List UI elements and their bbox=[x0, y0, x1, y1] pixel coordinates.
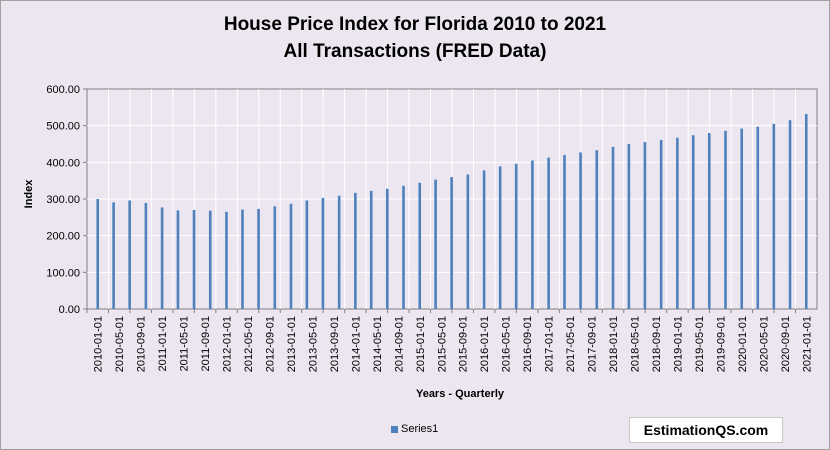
bar bbox=[482, 170, 486, 309]
bar bbox=[96, 199, 100, 309]
bar bbox=[643, 142, 647, 309]
bar bbox=[579, 152, 582, 309]
legend-swatch bbox=[391, 425, 398, 433]
y-tick-label: 200.00 bbox=[46, 231, 80, 243]
x-tick-label: 2017-05-01 bbox=[565, 316, 577, 372]
bar bbox=[514, 163, 518, 309]
x-tick-label: 2013-09-01 bbox=[329, 316, 341, 372]
x-tick-label: 2011-05-01 bbox=[179, 316, 191, 371]
bar bbox=[257, 208, 260, 309]
bar bbox=[337, 195, 341, 309]
bar bbox=[354, 192, 357, 309]
x-tick-label: 2011-09-01 bbox=[200, 316, 212, 371]
bar bbox=[402, 185, 405, 309]
x-tick-label: 2020-01-01 bbox=[737, 316, 749, 372]
x-tick-label: 2019-09-01 bbox=[715, 316, 727, 372]
x-tick-label: 2018-01-01 bbox=[608, 316, 620, 372]
bar bbox=[788, 120, 792, 309]
x-tick-label: 2014-05-01 bbox=[372, 316, 384, 372]
bar bbox=[369, 190, 373, 309]
y-tick-label: 300.00 bbox=[46, 194, 80, 206]
y-tick-label: 600.00 bbox=[46, 84, 80, 96]
bar bbox=[498, 166, 502, 309]
x-tick-label: 2012-01-01 bbox=[222, 316, 234, 372]
bar bbox=[225, 211, 228, 309]
bar bbox=[707, 133, 711, 309]
bar bbox=[128, 200, 131, 309]
bar bbox=[691, 135, 695, 309]
x-tick-label: 2020-05-01 bbox=[758, 316, 770, 372]
y-tick-label: 100.00 bbox=[46, 267, 80, 279]
bar bbox=[144, 203, 148, 309]
x-tick-label: 2018-05-01 bbox=[630, 316, 642, 372]
x-axis-title: Years - Quarterly bbox=[416, 388, 505, 400]
x-tick-label: 2021-01-01 bbox=[801, 316, 813, 372]
chart-title-line1: House Price Index for Florida 2010 to 20… bbox=[223, 14, 607, 35]
x-tick-label: 2010-05-01 bbox=[114, 316, 126, 372]
watermark-label: EstimationQS.com bbox=[629, 417, 783, 443]
x-tick-label: 2016-09-01 bbox=[522, 316, 534, 372]
x-tick-label: 2016-01-01 bbox=[479, 316, 491, 372]
bar bbox=[385, 188, 389, 309]
bar bbox=[547, 157, 550, 309]
legend: Series1 bbox=[391, 423, 438, 435]
x-tick-label: 2013-05-01 bbox=[307, 316, 319, 372]
x-tick-label: 2015-05-01 bbox=[436, 316, 448, 372]
x-tick-label: 2017-01-01 bbox=[544, 316, 556, 372]
bar bbox=[418, 182, 422, 309]
bar bbox=[450, 177, 453, 309]
bar bbox=[321, 197, 325, 309]
bar bbox=[627, 144, 631, 309]
bar bbox=[611, 146, 615, 309]
x-tick-label: 2012-09-01 bbox=[265, 316, 277, 372]
bar bbox=[208, 210, 212, 309]
bar bbox=[466, 174, 470, 309]
x-tick-label: 2011-01-01 bbox=[157, 316, 169, 371]
y-tick-label: 500.00 bbox=[46, 121, 80, 133]
bar bbox=[241, 209, 244, 309]
bar bbox=[740, 128, 744, 309]
chart-subtitle: All Transactions (FRED Data) bbox=[283, 41, 547, 62]
bar bbox=[563, 155, 566, 309]
bar bbox=[176, 210, 180, 309]
y-axis-title: Index bbox=[23, 179, 35, 209]
x-tick-label: 2013-01-01 bbox=[286, 316, 298, 372]
x-tick-label: 2020-09-01 bbox=[780, 316, 792, 372]
y-tick-label: 400.00 bbox=[46, 157, 80, 169]
x-tick-label: 2019-05-01 bbox=[694, 316, 706, 372]
bar bbox=[804, 113, 808, 310]
bar bbox=[676, 137, 679, 309]
bar bbox=[192, 210, 196, 309]
x-tick-label: 2017-09-01 bbox=[587, 316, 599, 372]
y-tick-label: 0.00 bbox=[59, 304, 80, 316]
bar bbox=[724, 130, 727, 309]
x-tick-label: 2016-05-01 bbox=[501, 316, 513, 372]
bar bbox=[273, 206, 277, 309]
x-tick-label: 2010-01-01 bbox=[93, 316, 105, 372]
x-tick-label: 2012-05-01 bbox=[243, 316, 255, 372]
x-tick-label: 2014-09-01 bbox=[393, 316, 405, 372]
x-tick-label: 2015-01-01 bbox=[415, 316, 427, 372]
bar bbox=[160, 207, 164, 309]
chart-title: House Price Index for Florida 2010 to 20… bbox=[1, 11, 829, 65]
bar bbox=[659, 139, 663, 309]
bar bbox=[756, 126, 760, 310]
bar bbox=[434, 179, 437, 309]
bar bbox=[289, 203, 293, 309]
bar bbox=[772, 123, 776, 309]
legend-label: Series1 bbox=[401, 423, 439, 435]
bar bbox=[595, 150, 599, 309]
x-tick-label: 2014-01-01 bbox=[350, 316, 362, 372]
x-tick-label: 2015-09-01 bbox=[458, 316, 470, 372]
bar bbox=[531, 160, 534, 309]
bar bbox=[305, 200, 309, 309]
bar bbox=[112, 202, 115, 309]
x-tick-label: 2018-09-01 bbox=[651, 316, 663, 372]
x-tick-label: 2019-01-01 bbox=[672, 316, 684, 372]
x-tick-label: 2010-09-01 bbox=[136, 316, 148, 372]
